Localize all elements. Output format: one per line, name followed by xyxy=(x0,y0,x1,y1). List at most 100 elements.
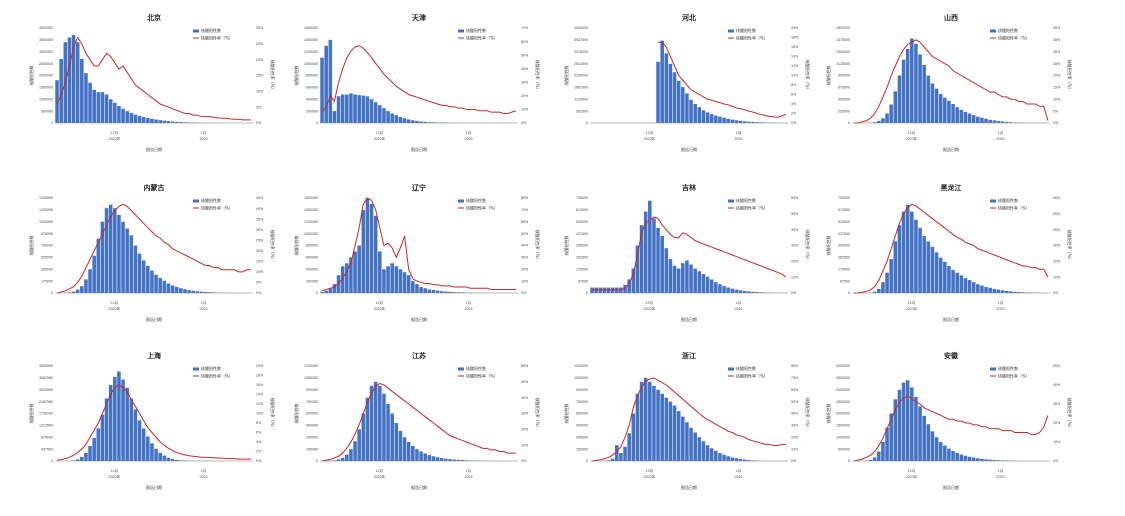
bar xyxy=(166,283,171,293)
bar xyxy=(947,265,951,293)
y-tick-label: 437500 xyxy=(41,447,53,451)
bar xyxy=(75,459,80,461)
bar xyxy=(419,287,423,293)
bar xyxy=(146,265,150,293)
y-tick-label: 3500000 xyxy=(836,376,850,380)
bar xyxy=(96,238,101,293)
bar xyxy=(361,209,366,294)
bar xyxy=(174,459,179,461)
bar xyxy=(353,251,357,293)
bar xyxy=(427,289,432,293)
bar xyxy=(361,413,366,461)
y2-tick-label: 20% xyxy=(521,94,529,98)
bar xyxy=(718,116,722,123)
y2-tick-label: 40% xyxy=(1053,228,1061,232)
bar xyxy=(934,88,939,123)
y-tick-label: 3500000 xyxy=(39,38,53,42)
y-tick-label: 175000 xyxy=(838,267,850,271)
y-axis-label: 核酸阳性数 xyxy=(28,66,34,86)
bar xyxy=(324,290,328,294)
y-axis-label: 核酸阳性数 xyxy=(825,66,831,86)
y-tick-label: 600000 xyxy=(306,412,318,416)
y2-tick-label: 60% xyxy=(521,40,529,44)
y2-tick-label: 80% xyxy=(791,364,799,368)
bar xyxy=(742,121,747,123)
y-tick-label: 175000 xyxy=(41,279,53,283)
y2-tick-label: 8% xyxy=(791,83,797,87)
month-label-jan: 1月 xyxy=(736,300,742,305)
bar xyxy=(361,95,366,123)
bar xyxy=(212,292,216,293)
bar xyxy=(730,457,735,461)
bar xyxy=(332,460,337,461)
y2-tick-label: 30% xyxy=(256,26,264,30)
bar xyxy=(963,111,968,123)
y-tick-label: 0 xyxy=(848,291,850,295)
chart-svg: 吉林 0 87500 175000 262500 350000 437500 525000 61… xyxy=(563,183,811,322)
bar xyxy=(714,282,718,293)
chart-svg: 山西 0 225000 450000 675000 900000 1125000 135000… xyxy=(825,13,1073,152)
chart-title: 山西 xyxy=(944,13,958,22)
bar xyxy=(938,93,943,123)
legend-bar-label: 核酸阳性数 xyxy=(201,365,221,371)
bar xyxy=(365,96,370,123)
bar xyxy=(976,458,980,461)
bar xyxy=(340,94,345,123)
y-tick-label: 4000000 xyxy=(836,364,850,368)
bar xyxy=(652,385,656,461)
bar xyxy=(340,457,345,461)
bar xyxy=(672,405,677,461)
x-axis-label: 报告日期 xyxy=(146,146,162,152)
bar xyxy=(100,221,105,293)
y2-axis-label: 核酸阳性率（%） xyxy=(1067,230,1073,262)
y-tick-label: 1200000 xyxy=(304,220,318,224)
y2-tick-label: 6% xyxy=(791,93,797,97)
bar xyxy=(734,120,739,123)
bar xyxy=(635,245,640,293)
bar xyxy=(893,241,898,293)
bar xyxy=(627,433,631,461)
chart-title: 安徽 xyxy=(944,351,959,360)
bar xyxy=(444,291,448,293)
y-tick-label: 1125000 xyxy=(574,97,588,101)
bar xyxy=(386,266,390,293)
y-tick-label: 1000000 xyxy=(304,62,318,66)
y-tick-label: 262500 xyxy=(838,256,850,260)
y2-tick-label: 18% xyxy=(791,36,799,40)
bar xyxy=(955,272,959,293)
bar xyxy=(133,114,138,123)
month-label-jan: 1月 xyxy=(201,468,207,473)
bar xyxy=(664,397,669,461)
y-axis-label: 核酸阳性数 xyxy=(293,236,299,256)
bar xyxy=(738,459,743,461)
chart-svg: 辽宁 0 200000 400000 600000 800000 1000000 120000… xyxy=(293,183,541,322)
chart-title: 辽宁 xyxy=(412,183,426,192)
bar xyxy=(984,118,988,123)
bar xyxy=(619,453,623,461)
y-tick-label: 150000 xyxy=(306,447,318,451)
bar xyxy=(162,280,167,293)
bar xyxy=(154,119,158,123)
y2-tick-label: 0% xyxy=(521,291,527,295)
bar xyxy=(643,211,648,293)
legend-bar-label: 核酸阳性数 xyxy=(466,27,486,33)
bar xyxy=(934,252,939,293)
bar xyxy=(918,227,922,293)
bar xyxy=(971,457,976,461)
y-tick-label: 1225000 xyxy=(39,208,53,212)
chart-title: 内蒙古 xyxy=(144,183,165,192)
legend-bar-swatch xyxy=(728,29,734,33)
y2-tick-label: 0% xyxy=(256,291,262,295)
bar xyxy=(435,457,440,461)
bar xyxy=(742,459,747,461)
y2-axis-label: 核酸阳性率（%） xyxy=(805,60,811,92)
bar xyxy=(959,109,964,123)
legend-bar-swatch xyxy=(193,367,199,371)
bar xyxy=(71,291,76,293)
bar xyxy=(349,257,353,294)
legend-bar-swatch xyxy=(990,199,996,203)
bar xyxy=(129,235,134,293)
bar xyxy=(373,102,378,123)
bar xyxy=(872,291,877,293)
bar xyxy=(125,228,129,293)
